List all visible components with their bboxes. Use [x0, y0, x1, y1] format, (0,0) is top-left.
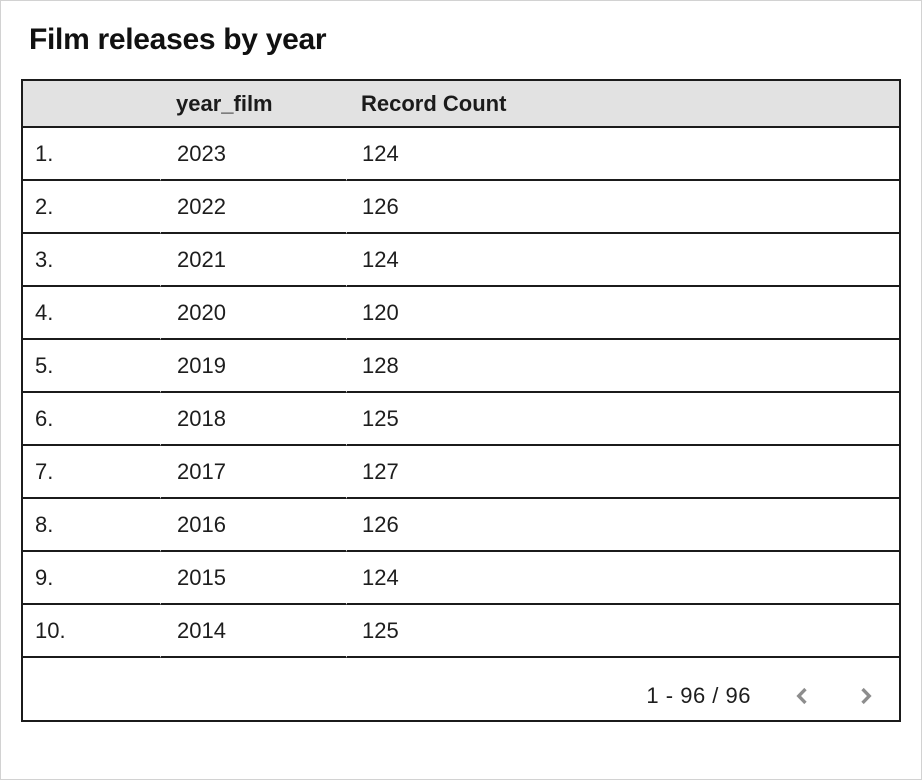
table-row: 3. 2021 124 [23, 234, 899, 287]
row-index: 8. [23, 499, 160, 552]
pagination-next-button[interactable] [849, 679, 883, 713]
header-row: year_film Record Count [23, 81, 899, 128]
table-row: 7. 2017 127 [23, 446, 899, 499]
cell-year-film: 2014 [160, 605, 346, 658]
pagination-prev-button[interactable] [785, 679, 819, 713]
row-index: 9. [23, 552, 160, 605]
column-header-year-film[interactable]: year_film [160, 81, 346, 128]
data-table-container: year_film Record Count 1. 2023 124 2. 20… [21, 79, 901, 722]
table-row: 1. 2023 124 [23, 128, 899, 181]
cell-year-film: 2018 [160, 393, 346, 446]
cell-year-film: 2019 [160, 340, 346, 393]
cell-record-count: 126 [346, 181, 899, 234]
row-index: 10. [23, 605, 160, 658]
table-row: 9. 2015 124 [23, 552, 899, 605]
cell-year-film: 2015 [160, 552, 346, 605]
row-index: 7. [23, 446, 160, 499]
column-header-index [23, 81, 160, 128]
cell-record-count: 124 [346, 128, 899, 181]
chevron-right-icon [853, 682, 879, 710]
table-row: 10. 2014 125 [23, 605, 899, 658]
cell-year-film: 2021 [160, 234, 346, 287]
chevron-left-icon [789, 682, 815, 710]
row-index: 3. [23, 234, 160, 287]
table-row: 5. 2019 128 [23, 340, 899, 393]
table-row: 6. 2018 125 [23, 393, 899, 446]
row-index: 4. [23, 287, 160, 340]
pagination-row: 1 - 96 / 96 [23, 658, 899, 720]
cell-record-count: 128 [346, 340, 899, 393]
row-index: 6. [23, 393, 160, 446]
cell-year-film: 2017 [160, 446, 346, 499]
data-table: year_film Record Count 1. 2023 124 2. 20… [23, 81, 899, 720]
cell-year-film: 2020 [160, 287, 346, 340]
table-row: 2. 2022 126 [23, 181, 899, 234]
chart-title: Film releases by year [29, 23, 327, 56]
column-header-record-count[interactable]: Record Count [346, 81, 899, 128]
cell-record-count: 127 [346, 446, 899, 499]
cell-year-film: 2023 [160, 128, 346, 181]
cell-record-count: 126 [346, 499, 899, 552]
pagination: 1 - 96 / 96 [23, 658, 899, 720]
cell-record-count: 124 [346, 552, 899, 605]
cell-year-film: 2022 [160, 181, 346, 234]
row-index: 2. [23, 181, 160, 234]
cell-record-count: 125 [346, 605, 899, 658]
pagination-range-label: 1 - 96 / 96 [646, 683, 751, 708]
cell-year-film: 2016 [160, 499, 346, 552]
table-row: 4. 2020 120 [23, 287, 899, 340]
cell-record-count: 125 [346, 393, 899, 446]
cell-record-count: 120 [346, 287, 899, 340]
row-index: 1. [23, 128, 160, 181]
cell-record-count: 124 [346, 234, 899, 287]
row-index: 5. [23, 340, 160, 393]
table-row: 8. 2016 126 [23, 499, 899, 552]
